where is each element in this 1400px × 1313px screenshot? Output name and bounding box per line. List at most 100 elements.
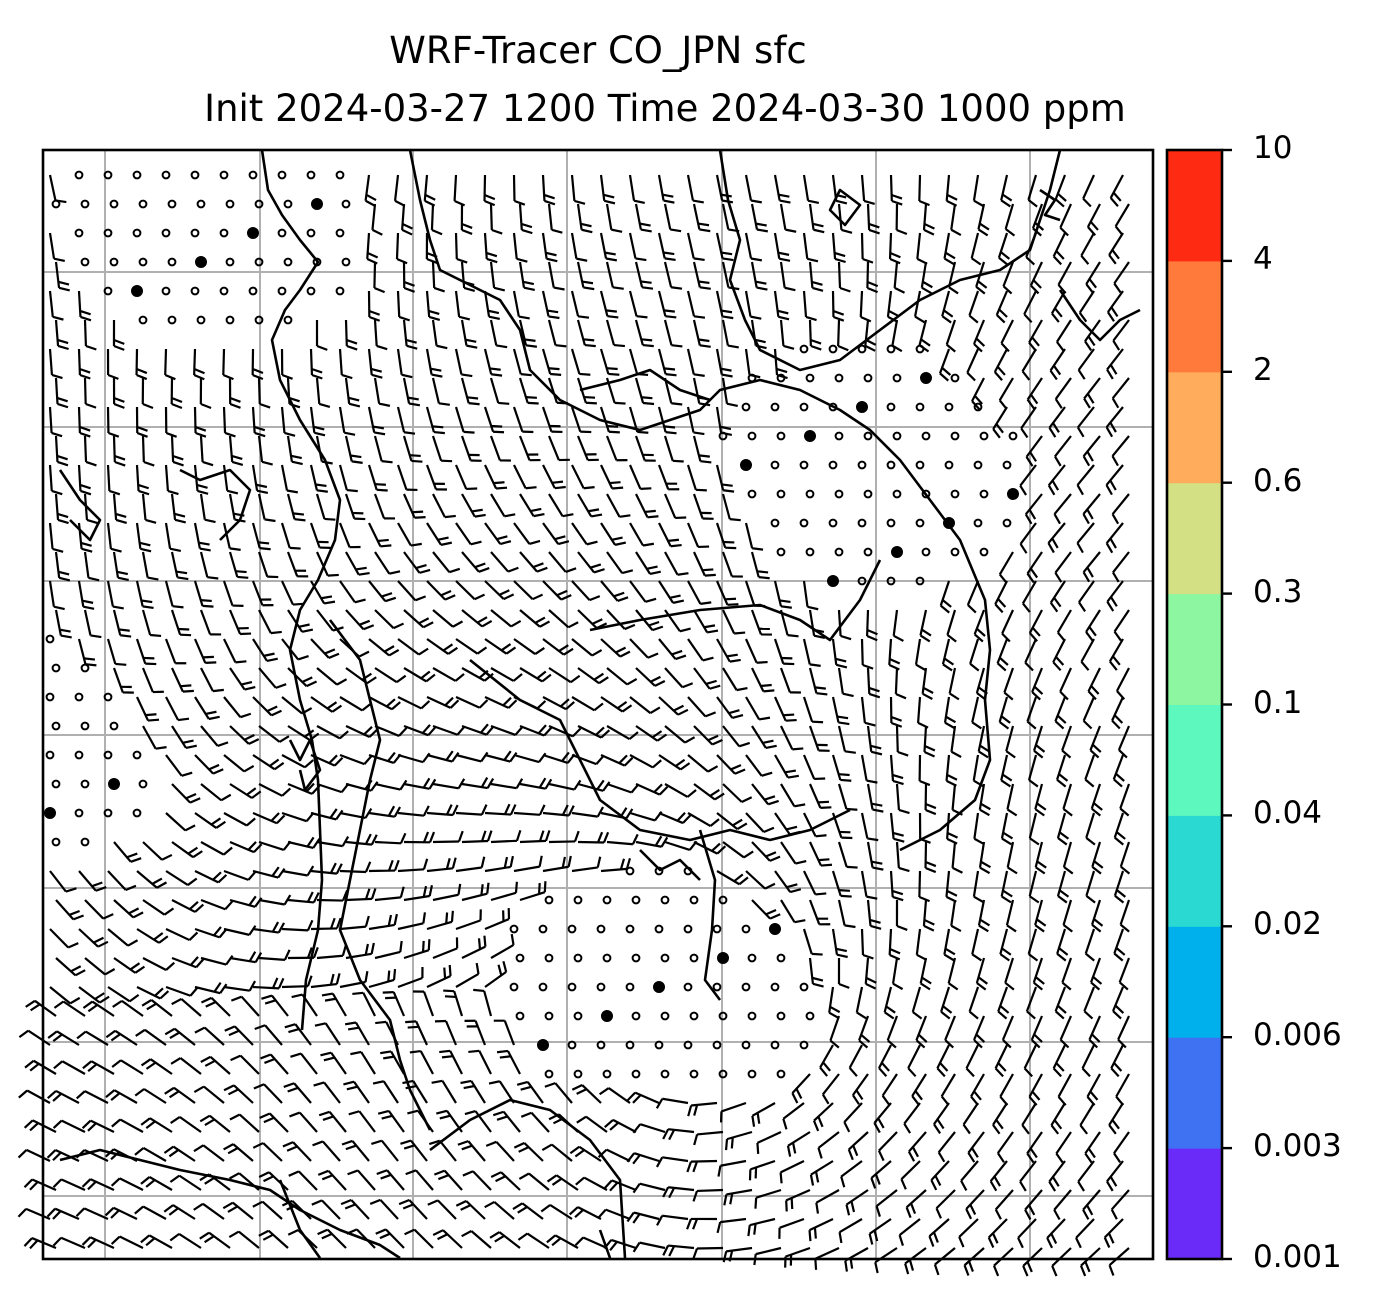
wind-barb-shaft [374,840,402,845]
wind-barb-shaft [135,580,144,607]
wind-barb-shaft [1028,609,1043,634]
wind-barb-shaft [281,754,306,769]
wind-barb-flag [258,1229,270,1237]
wind-barb-shaft [664,609,681,632]
wind-barb-shaft [977,899,986,926]
wind-barb-shaft [1105,464,1124,486]
wind-barb-shaft [48,406,53,434]
wind-barb-shaft [484,811,512,816]
wind-barb-shaft [1006,783,1015,810]
wind-barb-shaft [745,696,761,720]
wind-barb-flag [404,1228,416,1236]
wind-barb-flag [707,765,719,773]
wind-barb-flag [1054,455,1062,467]
wind-barb-flag [59,628,71,633]
wind-barb-flag [821,1093,830,1105]
wind-barb-shaft [716,870,740,886]
wind-barb-flag [486,830,493,842]
wind-barb-flag [1058,831,1070,840]
wind-barb-flag [484,199,496,207]
wind-barb-flag [944,251,956,260]
wind-barb-shaft [426,974,452,988]
wind-barb-flag [1034,808,1045,817]
calm-wind-marker [857,518,867,528]
wind-barb-shaft [444,1020,458,1046]
wind-barb-flag [110,1092,121,1101]
wind-barb-flag [463,1084,475,1090]
wind-barb-shaft [360,1051,376,1075]
wind-barb-shaft [542,753,569,764]
calm-wind-marker [132,170,142,180]
wind-barb-flag [136,367,148,375]
calm-wind-marker [631,953,641,963]
wind-barb-flag [1077,369,1086,380]
wind-barb-shaft [639,1182,666,1192]
wind-barb-shaft [223,985,250,992]
wind-barb-flag [185,792,197,800]
wind-barb-flag [381,460,393,464]
wind-barb-shaft [403,667,427,683]
wind-barb-shaft [106,522,112,549]
wind-barb-flag [758,576,770,580]
wind-barb-shaft [1004,203,1015,230]
wind-barb-flag [1063,866,1074,875]
wind-barb-shaft [171,899,196,913]
wind-barb-shaft [54,609,62,636]
wind-barb-shaft [1000,870,1009,897]
wind-barb-shaft [432,551,451,573]
wind-barb-flag [574,199,586,205]
wind-barb-shaft [171,725,187,749]
calm-wind-marker [596,982,606,992]
calm-wind-marker [74,808,84,818]
wind-barb-shaft [490,891,517,902]
wind-barb-flag [1007,866,1018,875]
wind-barb-shaft [518,261,526,288]
wind-barb-shaft [715,580,729,606]
wind-barb-shaft [548,724,574,738]
wind-barb-shaft [415,1020,429,1046]
wind-barb-flag [523,286,535,292]
wind-barb-shaft [945,174,951,201]
wind-barb-flag [398,727,408,737]
wind-barb-shaft [113,1148,138,1162]
wind-barb-flag [914,315,926,324]
wind-barb-flag [840,778,852,782]
wind-barb-shaft [521,1202,544,1220]
wind-barb-flag [816,692,828,696]
calm-wind-marker [747,431,757,441]
wind-barb-shaft [945,319,957,345]
wind-barb-shaft [229,667,246,691]
wind-barb-shaft [571,696,595,712]
wind-barb-shaft [200,783,222,802]
wind-barb-shaft [715,464,725,491]
wind-barb-flag [69,996,81,1005]
wind-barb-flag [591,618,603,625]
wind-barb-flag [557,540,570,546]
wind-barb-flag [1082,1209,1090,1220]
wind-barb-shaft [668,1128,695,1134]
calm-wind-marker [631,895,641,905]
wind-barb-flag [596,779,605,790]
wind-barb-flag [917,1033,928,1043]
wind-barb-shaft [715,348,723,375]
wind-barb-shaft [310,580,326,604]
wind-barb-flag [363,726,373,736]
wind-barb-flag [868,1233,874,1245]
wind-barb-shaft [301,993,318,1017]
wind-barb-flag [180,684,192,688]
wind-barb-flag [596,831,604,843]
wind-barb-flag [698,280,710,285]
wind-barb-shaft [454,464,468,490]
wind-barb-shaft [802,580,809,607]
wind-barb-shaft [489,319,498,346]
wind-barb-flag [341,944,347,957]
wind-barb-shaft [49,928,70,949]
calm-wind-marker [892,431,902,441]
wind-barb-flag [521,228,533,235]
calm-wind-marker [799,344,809,354]
wind-barb-flag [181,771,193,777]
wind-barb-shaft [831,928,839,955]
wind-barb-shaft [1108,1102,1124,1126]
wind-barb-flag [551,1177,563,1186]
wind-barb-flag [159,990,170,1000]
